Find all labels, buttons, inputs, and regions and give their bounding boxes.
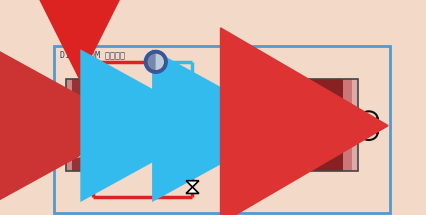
Circle shape bbox=[145, 51, 166, 72]
Polygon shape bbox=[186, 187, 199, 194]
Wedge shape bbox=[155, 53, 164, 71]
Bar bbox=[308, 79, 344, 171]
Bar bbox=[223, 86, 275, 166]
Bar bbox=[186, 79, 199, 171]
Bar bbox=[181, 79, 202, 171]
Bar bbox=[295, 79, 357, 171]
Text: Vehicle
cabin: Vehicle cabin bbox=[227, 115, 271, 137]
Bar bbox=[181, 79, 202, 171]
Text: Evaporator: Evaporator bbox=[187, 93, 197, 158]
Text: Battery: Battery bbox=[313, 99, 326, 152]
Text: D1EV.COM 第一电动: D1EV.COM 第一电动 bbox=[60, 50, 125, 59]
Text: Condenser: Condenser bbox=[75, 94, 84, 157]
Wedge shape bbox=[147, 53, 155, 71]
Bar bbox=[66, 79, 92, 171]
Bar bbox=[72, 79, 87, 171]
Bar bbox=[343, 79, 351, 171]
Bar bbox=[295, 79, 357, 171]
Bar bbox=[300, 79, 309, 171]
Bar bbox=[66, 79, 92, 171]
Polygon shape bbox=[186, 181, 199, 187]
